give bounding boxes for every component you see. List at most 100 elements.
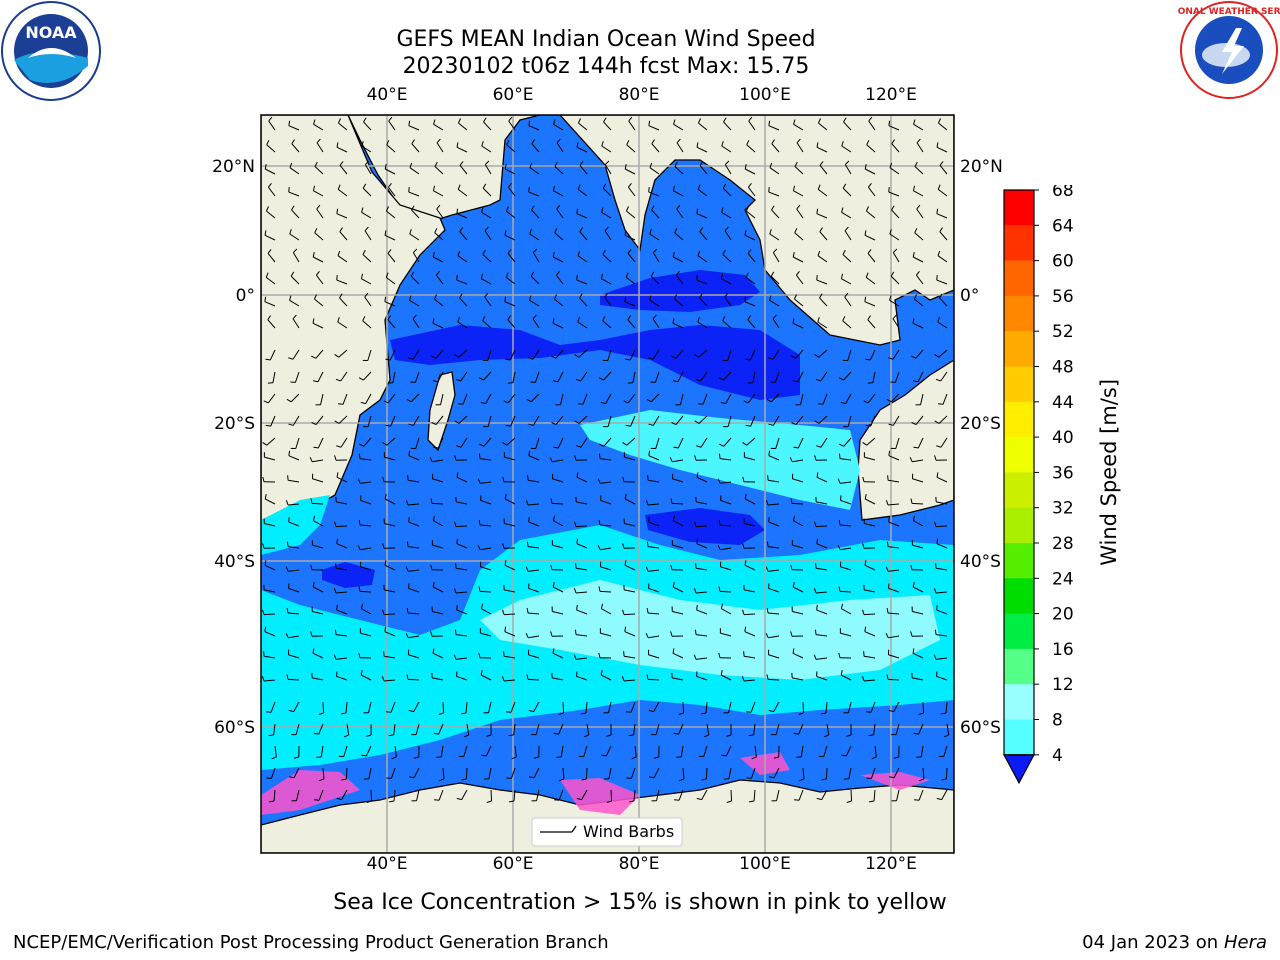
wind-barb (795, 274, 804, 285)
wind-barb (695, 591, 708, 594)
wind-barb-flag (577, 118, 581, 124)
wind-barb-flag (717, 544, 721, 550)
wind-barb (432, 478, 444, 483)
wind-barb-flag (672, 252, 675, 258)
wind-barb-flag (674, 161, 678, 167)
wind-barb-flag (552, 185, 556, 191)
wind-barb (459, 165, 468, 175)
wind-barb (345, 767, 348, 780)
wind-barb (264, 498, 276, 505)
wind-barb-flag (645, 632, 649, 638)
wind-barb-flag (649, 295, 652, 301)
colorbar-segment (1004, 684, 1034, 720)
wind-barb (363, 437, 372, 447)
lat-label-right: 60°S (960, 718, 1001, 738)
wind-barb (769, 299, 780, 307)
colorbar-tick-label: 24 (1052, 569, 1074, 589)
wind-barb (602, 187, 612, 197)
wind-barb (455, 591, 468, 594)
wind-barb (652, 318, 660, 329)
wind-barb (527, 612, 540, 615)
wind-barb-flag (792, 185, 796, 191)
wind-barb (288, 479, 300, 483)
wind-barb (748, 120, 756, 131)
wind-barb-flag (358, 652, 361, 658)
wind-barb-flag (576, 275, 578, 281)
wind-barb-flag (846, 800, 852, 804)
wind-barb (346, 723, 350, 735)
wind-barb-flag (747, 315, 751, 320)
colorbar-tick-label: 16 (1052, 640, 1074, 660)
wind-barb (504, 523, 516, 527)
wind-barb-flag (627, 249, 632, 254)
lat-label-left: 0° (236, 286, 255, 306)
wind-barb (816, 279, 828, 285)
wind-barb (675, 415, 684, 425)
wind-barb-flag (285, 632, 289, 638)
wind-barb (696, 476, 708, 483)
wind-barb (676, 208, 684, 219)
wind-barb (437, 371, 444, 383)
wind-barb-flag (264, 560, 267, 566)
wind-barb-flag (765, 566, 769, 572)
wind-barb-flag (573, 654, 577, 660)
wind-barb (888, 635, 900, 639)
wind-barb-flag (529, 229, 532, 235)
wind-barb (936, 657, 948, 660)
wind-barb (705, 767, 708, 780)
wind-barb-flag (720, 401, 726, 405)
wind-barb (895, 723, 900, 735)
wind-barb (721, 278, 732, 285)
wind-barb (532, 415, 540, 426)
wind-barb-flag (527, 475, 529, 481)
wind-barb (435, 274, 444, 285)
wind-barb-flag (529, 776, 535, 779)
wind-barb (413, 701, 420, 712)
wind-barb-flag (909, 456, 913, 462)
wind-barb (842, 187, 852, 197)
band-weak-sw (322, 562, 375, 588)
wind-barb (816, 146, 828, 153)
wind-barb-flag (701, 778, 707, 781)
wind-barb (945, 767, 948, 780)
wind-barb (720, 458, 732, 461)
wind-barb-flag (943, 734, 949, 738)
wind-barb (649, 167, 660, 175)
wind-barb (627, 393, 636, 404)
wind-barb-flag (478, 520, 481, 526)
wind-barb (601, 145, 612, 153)
wind-barb-flag (819, 161, 824, 166)
wind-barb-flag (816, 538, 819, 544)
wind-barb (936, 213, 948, 219)
wind-barb (336, 657, 348, 660)
wind-barb-flag (770, 271, 775, 277)
wind-barb (648, 125, 660, 131)
wind-barb-flag (624, 296, 627, 302)
wind-barb (792, 322, 804, 329)
wind-barb-flag (456, 797, 462, 801)
wind-barb (794, 166, 804, 175)
wind-barb (702, 393, 708, 405)
wind-barb (409, 233, 420, 241)
wind-barb (581, 789, 588, 800)
wind-barb (943, 745, 948, 757)
wind-barb-flag (841, 141, 844, 147)
wind-barb (745, 276, 756, 285)
wind-barb-flag (886, 608, 889, 614)
wind-barb-flag (339, 227, 343, 232)
wind-barb-flag (937, 250, 941, 256)
wind-barb (386, 437, 396, 446)
wind-barb-flag (696, 797, 702, 801)
wind-barb (648, 587, 660, 593)
wind-barb (528, 479, 540, 483)
wind-barb-flag (694, 455, 697, 461)
wind-barb-flag (408, 423, 414, 426)
wind-barb (481, 278, 492, 285)
wind-barb (410, 393, 420, 403)
wind-barb (776, 789, 780, 801)
wind-barb (482, 320, 492, 329)
wind-barb-flag (525, 500, 529, 506)
wind-barb-flag (337, 184, 341, 190)
wind-barb (456, 609, 468, 615)
wind-barb (288, 521, 300, 527)
